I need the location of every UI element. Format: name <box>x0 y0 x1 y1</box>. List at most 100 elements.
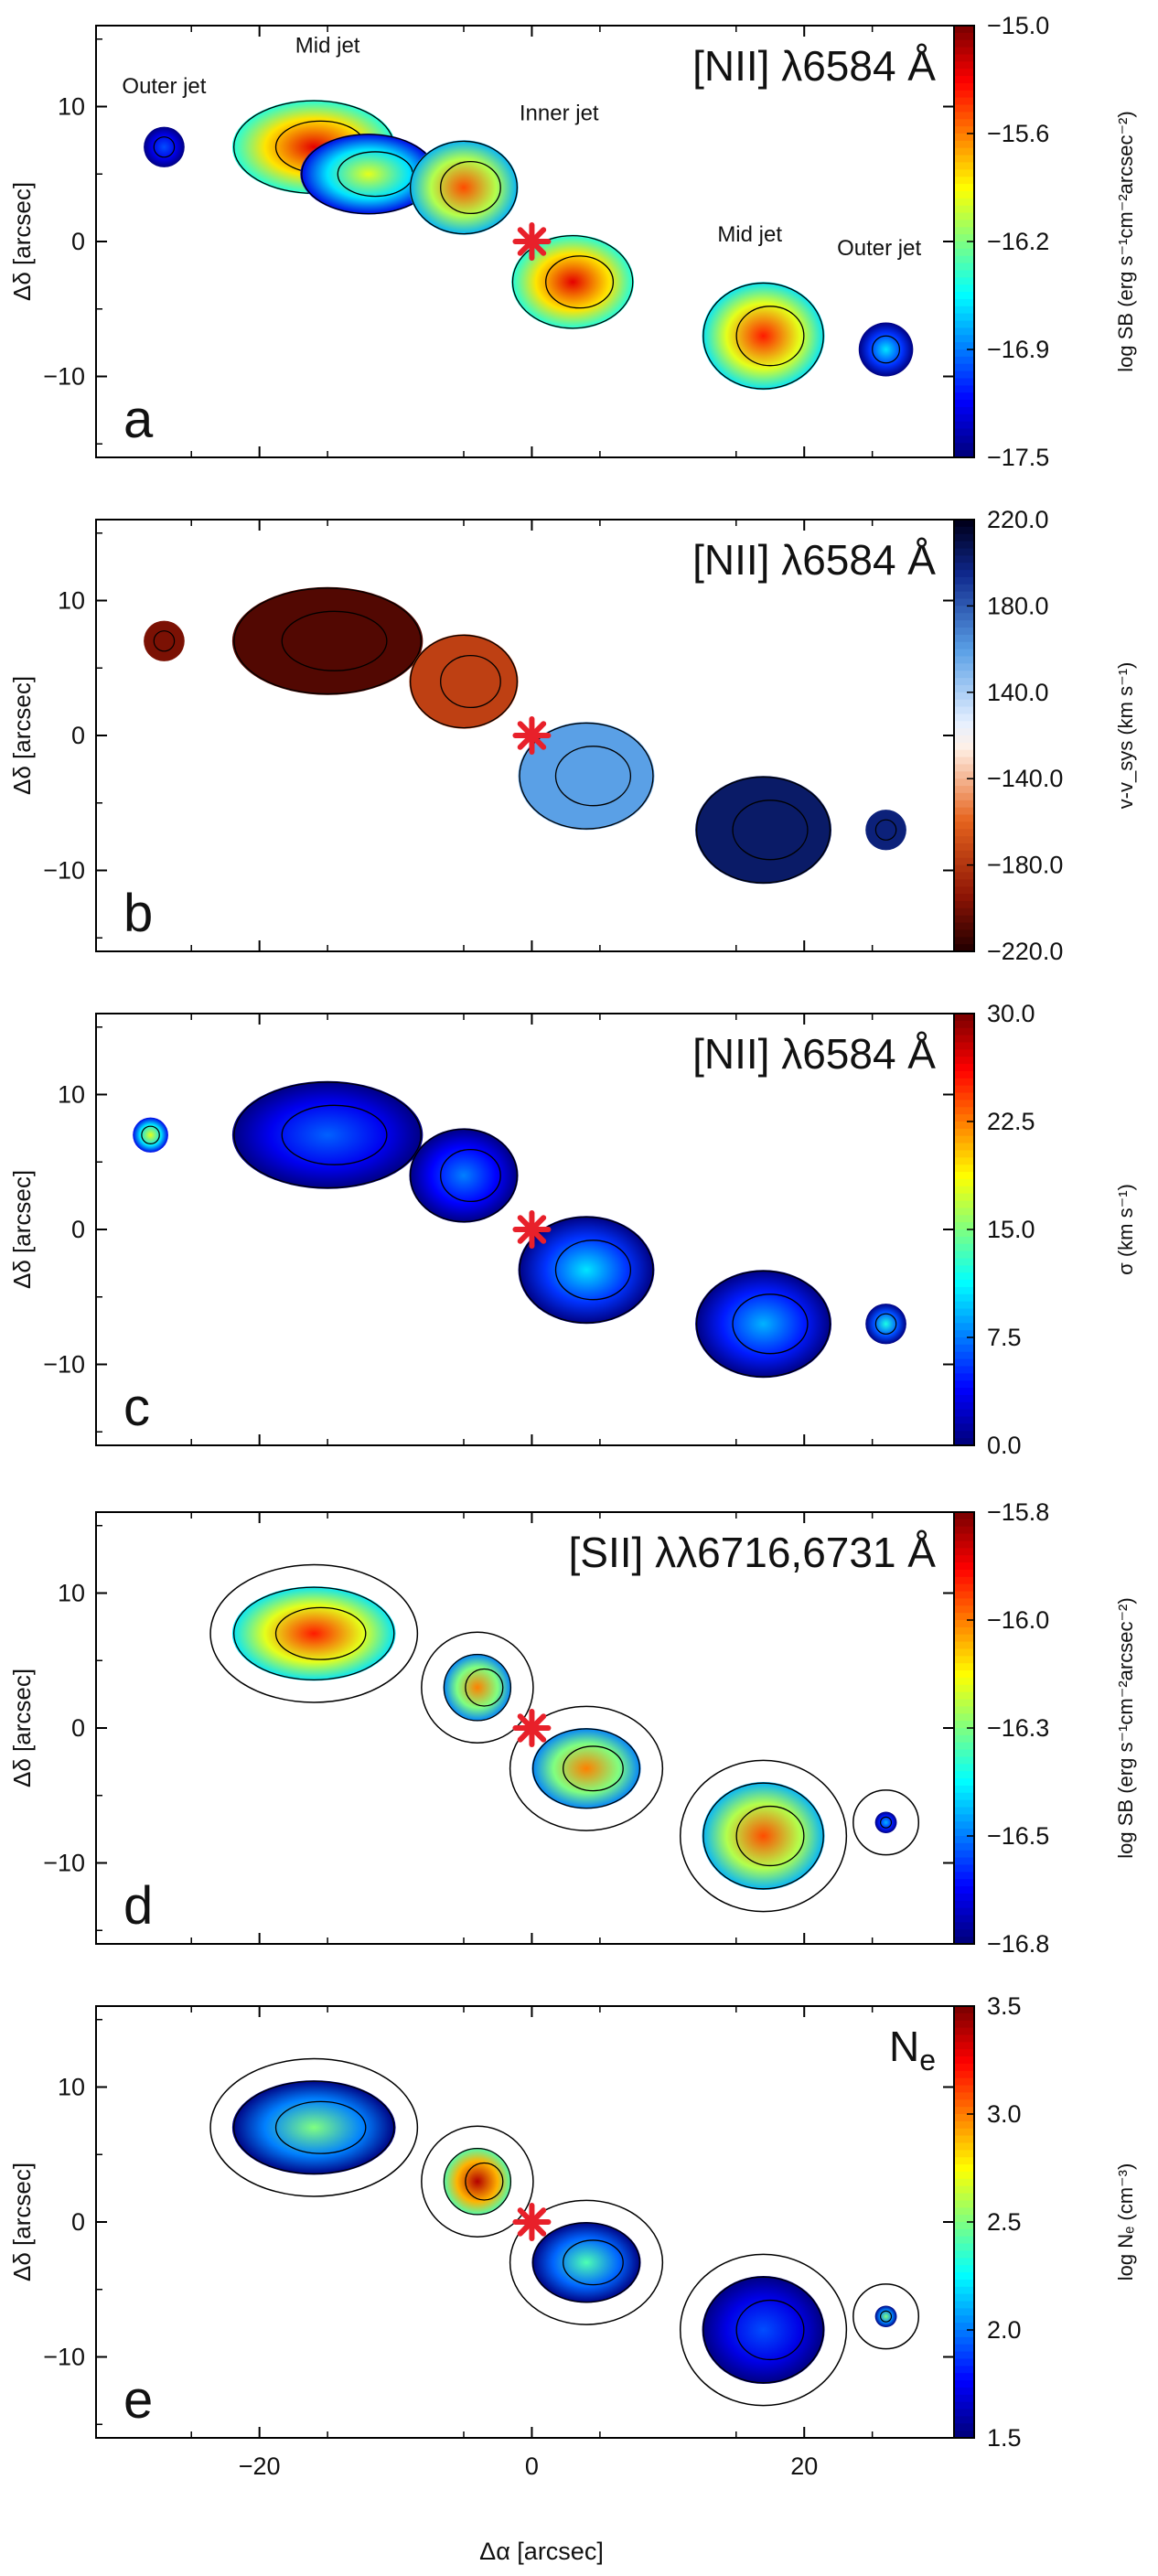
colorbar-step <box>954 620 974 628</box>
colorbar-step <box>954 792 974 801</box>
colorbar-step <box>954 1107 974 1116</box>
map-area <box>209 1563 920 1913</box>
y-tick-label: 10 <box>58 93 85 121</box>
outer-contour <box>679 1759 848 1913</box>
contour <box>545 255 615 309</box>
colorbar-step <box>954 1057 974 1066</box>
colorbar-step <box>954 778 974 788</box>
colorbar-step <box>954 1315 974 1325</box>
colorbar-step <box>954 2293 974 2302</box>
colorbar-step <box>954 1258 974 1267</box>
y-tick-label: −10 <box>43 1850 85 1877</box>
emission-blob <box>531 1728 641 1809</box>
colorbar-step <box>954 678 974 686</box>
contour <box>440 1148 501 1203</box>
colorbar-step <box>954 764 974 773</box>
colorbar-step <box>954 1548 974 1557</box>
emission-blob <box>231 586 424 695</box>
colorbar-step <box>954 1734 974 1744</box>
colorbar-step <box>954 526 974 535</box>
colorbar-step <box>954 1864 974 1873</box>
colorbar-step <box>954 2401 974 2410</box>
colorbar-step <box>954 450 974 458</box>
colorbar: −15.8 −16.0 −16.3 −16.5 −16.8 log SB (erg s⁻¹… <box>953 1498 1137 1958</box>
contour <box>233 1586 395 1680</box>
colorbar-step <box>954 2431 974 2439</box>
colorbar-step <box>954 26 974 34</box>
emission-blob <box>409 634 519 729</box>
colorbar-tick-label: 3.5 <box>987 1992 1022 2020</box>
annotation-label: Inner jet <box>520 101 599 125</box>
colorbar-step <box>954 242 974 250</box>
colorbar-step <box>954 1555 974 1564</box>
colorbar-step <box>954 1922 974 1931</box>
colorbar-step <box>954 1178 974 1187</box>
colorbar-step <box>954 198 974 207</box>
contour <box>233 2080 395 2174</box>
colorbar-step <box>954 177 974 186</box>
contour <box>531 2222 641 2303</box>
colorbar-step <box>954 1165 974 1174</box>
colorbar-step <box>954 1100 974 1109</box>
outer-contour <box>509 1705 664 1831</box>
colorbar-tick-label: 3.0 <box>987 2100 1022 2128</box>
colorbar-step <box>954 1229 974 1238</box>
contour <box>874 819 897 841</box>
colorbar-step <box>954 1265 974 1274</box>
emission-blob <box>133 1117 168 1153</box>
contour <box>702 1782 824 1890</box>
star-marker <box>512 2203 552 2241</box>
colorbar: −15.0 −15.6 −16.2 −16.9 −17.5 log SB (erg s⁻¹… <box>953 12 1137 471</box>
colorbar-step <box>954 1070 974 1079</box>
colorbar-step <box>954 1929 974 1938</box>
colorbar-step <box>954 541 974 550</box>
contour <box>872 335 901 364</box>
colorbar-step <box>954 2070 974 2079</box>
colorbar-step <box>954 1706 974 1715</box>
panel-letter: e <box>123 2370 153 2430</box>
y-tick-label: 0 <box>71 2208 85 2236</box>
colorbar-tick-label: −180.0 <box>987 852 1063 879</box>
colorbar-step <box>954 2077 974 2087</box>
annotation-label: Mid jet <box>295 34 360 59</box>
colorbar-step <box>954 1829 974 1837</box>
colorbar-step <box>954 2228 974 2238</box>
colorbar-step <box>954 234 974 242</box>
colorbar-step <box>954 2258 974 2267</box>
colorbar-step <box>954 82 974 91</box>
colorbar-step <box>954 435 974 445</box>
emission-blob <box>144 126 185 167</box>
colorbar-step <box>954 656 974 665</box>
colorbar-step <box>954 1020 974 1029</box>
colorbar-step <box>954 1330 974 1338</box>
contour <box>153 630 176 652</box>
colorbar: 30.0 22.5 15.0 7.5 0.0 σ (km s⁻¹) <box>953 1000 1137 1459</box>
colorbar-step <box>954 1821 974 1830</box>
contour <box>233 1081 422 1189</box>
colorbar-step <box>954 1215 974 1224</box>
colorbar-step <box>954 1857 974 1866</box>
colorbar-step <box>954 1626 974 1636</box>
emission-blob <box>231 2080 396 2175</box>
colorbar-tick-label: −17.5 <box>987 444 1049 471</box>
colorbar-step <box>954 1366 974 1375</box>
colorbar-step <box>954 1799 974 1809</box>
colorbar-step <box>954 1699 974 1708</box>
emission-blob <box>443 1653 512 1722</box>
colorbar-step <box>954 922 974 931</box>
colorbar-step <box>954 1900 974 1909</box>
x-axis-title: Δα [arcsec] <box>479 2538 604 2565</box>
colorbar-tick-label: 15.0 <box>987 1216 1035 1243</box>
colorbar-step <box>954 1620 974 1628</box>
colorbar-step <box>954 1684 974 1693</box>
colorbar-step <box>954 584 974 593</box>
y-tick-label: 0 <box>71 228 85 255</box>
emission-blob <box>702 282 825 391</box>
colorbar-step <box>954 591 974 600</box>
emission-blob <box>231 1586 396 1681</box>
colorbar-tick-label: 180.0 <box>987 592 1049 619</box>
colorbar-step <box>954 2215 974 2223</box>
colorbar-step <box>954 1135 974 1144</box>
colorbar-step <box>954 1583 974 1593</box>
colorbar-step <box>954 1526 974 1535</box>
